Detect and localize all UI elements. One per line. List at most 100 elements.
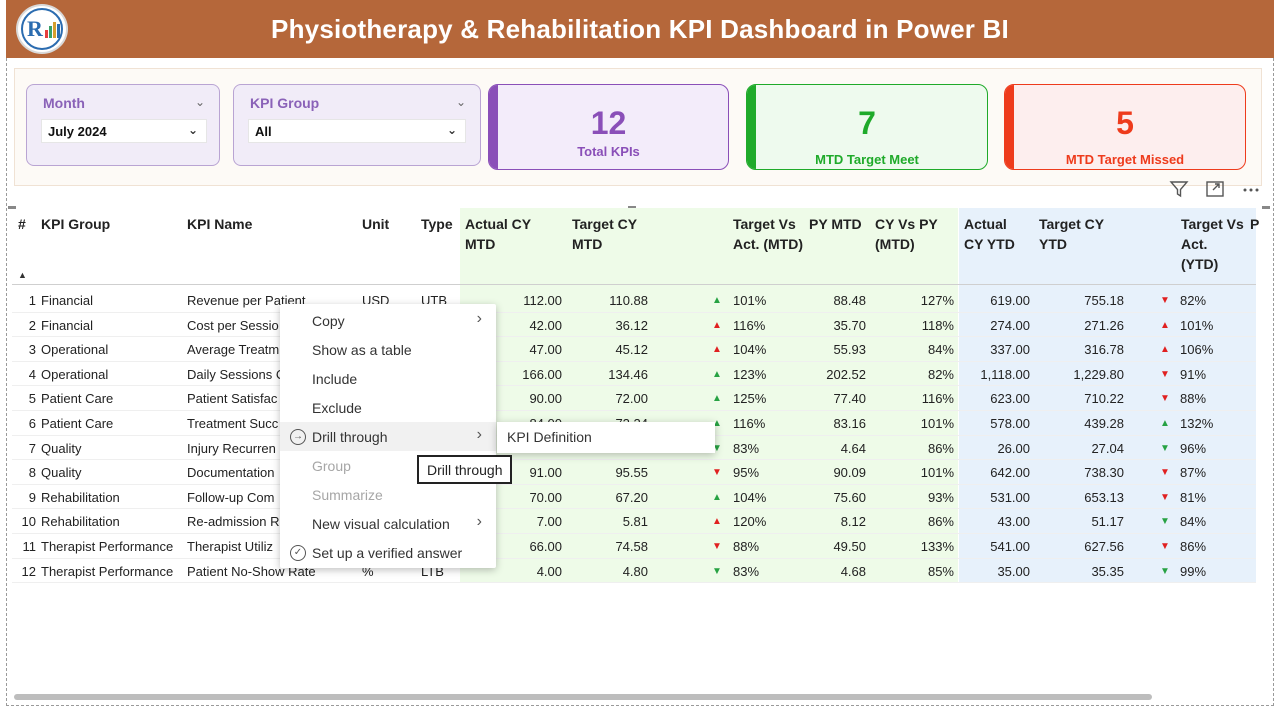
target-cy-ytd-cell: 439.28 bbox=[1084, 416, 1124, 431]
resize-handle[interactable] bbox=[1262, 206, 1270, 209]
kpi-group-cell: Quality bbox=[41, 440, 82, 456]
target-cy-mtd-cell: 72.00 bbox=[615, 391, 648, 407]
col-header-target-vs-act-mtd[interactable]: Target Vs Act. (MTD) bbox=[733, 216, 803, 252]
col-header-truncated[interactable]: P bbox=[1250, 216, 1260, 232]
dashboard-header: R Physiotherapy & Rehabilitation KPI Das… bbox=[6, 0, 1274, 58]
ytd-columns-bg bbox=[959, 208, 1256, 582]
kpi-name-cell: Cost per Sessio bbox=[187, 317, 279, 333]
cy-vs-py-mtd-cell: 85% bbox=[927, 563, 954, 579]
menu-item-label: Summarize bbox=[312, 487, 383, 503]
arrow-up-icon: ▲ bbox=[712, 393, 722, 405]
more-options-icon[interactable] bbox=[1240, 180, 1262, 203]
kpi-table[interactable]: # KPI Group KPI Name Unit Type Actual CY… bbox=[12, 208, 1270, 620]
col-header-kpi-group[interactable]: KPI Group bbox=[41, 216, 111, 232]
resize-handle[interactable] bbox=[8, 206, 16, 209]
kpi-group-slicer[interactable]: KPI Group ⌄ All ⌄ bbox=[233, 84, 481, 166]
arrow-down-icon: ▼ bbox=[1160, 467, 1170, 479]
kpi-name-cell: Patient Satisfac bbox=[187, 391, 278, 407]
target-vs-act-ytd-cell: 88% bbox=[1180, 391, 1207, 407]
cy-vs-py-mtd-cell: 86% bbox=[927, 440, 954, 456]
actual-cy-ytd-cell: 541.00 bbox=[990, 539, 1030, 554]
col-header-num[interactable]: # bbox=[18, 216, 26, 232]
actual-cy-mtd-cell: 47.00 bbox=[529, 342, 562, 358]
kpi-group-cell: Rehabilitation bbox=[41, 514, 120, 530]
py-mtd-cell: 77.40 bbox=[833, 391, 866, 407]
target-vs-act-ytd-cell: 132% bbox=[1180, 416, 1214, 431]
collapse-chevron-icon[interactable]: ⌄ bbox=[194, 95, 205, 109]
cy-vs-py-mtd-cell: 116% bbox=[921, 391, 954, 407]
arrow-up-icon: ▲ bbox=[712, 491, 722, 503]
col-header-target-vs-act-ytd[interactable]: Target Vs Act. (YTD) bbox=[1181, 216, 1244, 272]
actual-cy-mtd-cell: 90.00 bbox=[529, 391, 562, 407]
table-row[interactable]: 8 Quality Documentation 91.00 95.55 95% 90.09 1… bbox=[12, 460, 1256, 485]
row-number: 1 bbox=[28, 293, 36, 308]
col-header-cy-vs-py-mtd[interactable]: CY Vs PY (MTD) bbox=[875, 216, 938, 252]
target-cy-mtd-cell: 5.81 bbox=[622, 514, 648, 530]
mtd-target-meet-caption: MTD Target Meet bbox=[815, 152, 919, 167]
cy-vs-py-mtd-cell: 86% bbox=[927, 514, 954, 530]
month-slicer[interactable]: Month ⌄ July 2024 ⌄ bbox=[26, 84, 220, 166]
kpi-name-cell: Therapist Utiliz bbox=[187, 539, 273, 554]
py-mtd-cell: 90.09 bbox=[833, 465, 866, 481]
focus-mode-icon[interactable] bbox=[1204, 180, 1226, 203]
table-row[interactable]: 12 Therapist Performance Patient No-Show R… bbox=[12, 559, 1256, 584]
col-header-py-mtd[interactable]: PY MTD bbox=[809, 216, 862, 232]
resize-handle[interactable] bbox=[628, 206, 636, 209]
arrow-up-icon: ▲ bbox=[712, 368, 722, 380]
table-row[interactable]: 2 Financial Cost per Sessio 42.00 36.12 116% 3… bbox=[12, 313, 1256, 338]
target-cy-mtd-cell: 74.58 bbox=[615, 539, 648, 554]
arrow-up-icon: ▲ bbox=[712, 319, 722, 331]
chevron-down-icon[interactable]: ⌄ bbox=[446, 123, 457, 137]
target-vs-act-ytd-cell: 101% bbox=[1180, 317, 1214, 333]
target-cy-mtd-cell: 134.46 bbox=[608, 366, 648, 382]
cy-vs-py-mtd-cell: 84% bbox=[927, 342, 954, 358]
col-header-target-cy-ytd[interactable]: Target CY YTD bbox=[1039, 216, 1104, 252]
month-dropdown[interactable]: July 2024 ⌄ bbox=[41, 119, 207, 143]
actual-cy-mtd-cell: 4.00 bbox=[536, 563, 562, 579]
col-header-actual-cy-ytd[interactable]: Actual CY YTD bbox=[964, 216, 1015, 252]
col-header-unit[interactable]: Unit bbox=[362, 216, 390, 232]
menu-item-label: Copy bbox=[312, 313, 345, 329]
chevron-down-icon[interactable]: ⌄ bbox=[187, 123, 198, 137]
actual-cy-ytd-cell: 578.00 bbox=[990, 416, 1030, 431]
sort-ascending-icon[interactable]: ▲ bbox=[18, 270, 27, 280]
table-row[interactable]: 1 Financial Revenue per Patient USD UTB 112.0… bbox=[12, 288, 1256, 313]
row-number: 5 bbox=[28, 391, 36, 407]
py-mtd-cell: 35.70 bbox=[833, 317, 866, 333]
table-row[interactable]: 4 Operational Daily Sessions C 166.00 134.46… bbox=[12, 362, 1256, 387]
table-row[interactable]: 10 Rehabilitation Re-admission R 7.00 5.81 12… bbox=[12, 509, 1256, 534]
row-number: 9 bbox=[28, 489, 36, 505]
arrow-down-icon: ▼ bbox=[712, 467, 722, 479]
target-cy-ytd-cell: 27.04 bbox=[1091, 440, 1124, 456]
mtd-target-meet-card: 7 MTD Target Meet bbox=[746, 84, 988, 170]
kpi-name-cell: Injury Recurren bbox=[187, 440, 276, 456]
table-row[interactable]: 9 Rehabilitation Follow-up Com 70.00 67.20 10… bbox=[12, 485, 1256, 510]
py-mtd-cell: 55.93 bbox=[833, 342, 866, 358]
py-mtd-cell: 49.50 bbox=[833, 539, 866, 554]
kpi-group-dropdown[interactable]: All ⌄ bbox=[248, 119, 466, 143]
mtd-target-missed-value: 5 bbox=[1116, 105, 1134, 141]
target-cy-ytd-cell: 51.17 bbox=[1091, 514, 1124, 530]
table-row[interactable]: 5 Patient Care Patient Satisfac 90.00 72.00 1… bbox=[12, 386, 1256, 411]
kpi-group-cell: Financial bbox=[41, 293, 94, 308]
table-row[interactable]: 3 Operational Average Treatm 47.00 45.12 104%… bbox=[12, 337, 1256, 362]
table-row[interactable]: 7 Quality Injury Recurren 83% 4.64 86% 26.00 27… bbox=[12, 436, 1256, 461]
cy-vs-py-mtd-cell: 127% bbox=[920, 293, 954, 308]
target-cy-mtd-cell: 36.12 bbox=[615, 317, 648, 333]
submenu-item-kpi-definition[interactable]: KPI Definition bbox=[507, 429, 592, 445]
col-header-target-cy-mtd[interactable]: Target CY MTD bbox=[572, 216, 637, 252]
filter-icon[interactable] bbox=[1168, 180, 1190, 203]
col-header-type[interactable]: Type bbox=[421, 216, 453, 232]
collapse-chevron-icon[interactable]: ⌄ bbox=[455, 95, 466, 109]
kpi-group-cell: Therapist Performance bbox=[41, 563, 174, 579]
context-menu: Copy › Show as a table Include Exclude Drill … bbox=[280, 304, 496, 568]
horizontal-scrollbar[interactable] bbox=[14, 694, 1152, 700]
card-accent bbox=[489, 85, 498, 169]
col-header-actual-cy-mtd[interactable]: Actual CY MTD bbox=[465, 216, 531, 252]
menu-item-label: Set up a verified answer bbox=[312, 545, 463, 561]
target-vs-act-mtd-cell: 125% bbox=[733, 391, 767, 407]
table-row[interactable]: 11 Therapist Performance Therapist Utiliz 6… bbox=[12, 534, 1256, 559]
chevron-right-icon: › bbox=[476, 310, 482, 327]
menu-item-label: Drill through bbox=[312, 429, 388, 445]
col-header-kpi-name[interactable]: KPI Name bbox=[187, 216, 253, 232]
